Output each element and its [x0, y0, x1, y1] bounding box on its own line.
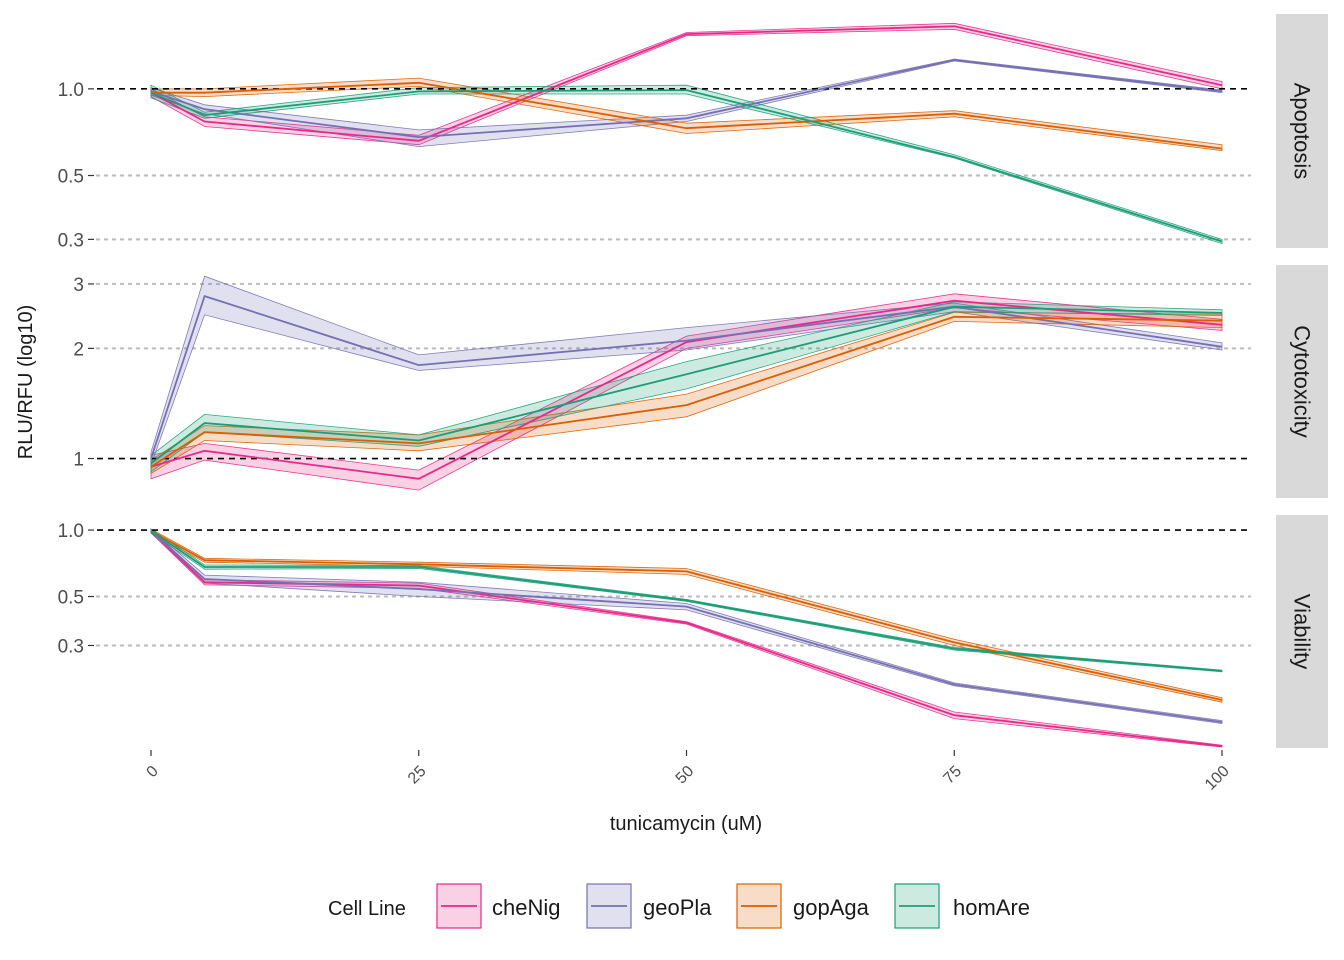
- ribbon-gopAga: [150, 77, 1223, 152]
- y-tick-label: 2: [73, 339, 84, 360]
- legend-item-geoPla: geoPla: [586, 883, 712, 929]
- strip-background: [1276, 14, 1328, 248]
- line-homAre: [150, 89, 1223, 243]
- legend-label: geoPla: [643, 895, 712, 920]
- line-cheNig: [150, 530, 1223, 748]
- line-cheNig: [150, 299, 1223, 480]
- x-axis-title: tunicamycin (uM): [610, 813, 762, 835]
- line-geoPla: [150, 530, 1223, 723]
- y-tick-label: 0.5: [58, 167, 84, 188]
- y-tick-label: 1.0: [58, 521, 84, 542]
- y-tick-label: 1: [73, 450, 84, 471]
- y-axis-title: RLU/RFU (log10): [15, 305, 37, 459]
- panel-cytotoxicity: 1 2 3 Cytotoxicity: [73, 265, 1328, 498]
- line-cheNig: [150, 25, 1223, 142]
- legend-item-cheNig: cheNig: [436, 883, 560, 929]
- legend-label: cheNig: [492, 895, 560, 920]
- line-gopAga: [150, 315, 1223, 468]
- line-geoPla: [150, 294, 1223, 459]
- legend: Cell Line cheNig geoPla gopAga homAre: [328, 883, 1030, 929]
- y-tick-label: 0.5: [58, 588, 84, 609]
- ribbon-cheNig: [150, 528, 1223, 748]
- y-tick-label: 3: [73, 275, 84, 296]
- strip-background: [1276, 265, 1328, 498]
- y-tick-label: 1.0: [58, 80, 84, 101]
- legend-title: Cell Line: [328, 898, 406, 920]
- y-tick-label: 0.3: [58, 636, 84, 657]
- ribbon-geoPla: [150, 528, 1223, 724]
- x-tick-label: 50: [673, 763, 698, 788]
- x-tick-label: 100: [1202, 763, 1233, 794]
- legend-item-gopAga: gopAga: [736, 883, 870, 929]
- x-tick-label: 0: [144, 763, 162, 781]
- strip-background: [1276, 515, 1328, 748]
- x-tick-label: 25: [405, 763, 430, 788]
- legend-item-homAre: homAre: [894, 883, 1030, 929]
- legend-label: homAre: [953, 895, 1030, 920]
- ribbon-homAre: [150, 84, 1223, 245]
- line-geoPla: [150, 59, 1223, 139]
- strip-label: Viability: [1290, 594, 1315, 669]
- ribbon-geoPla: [150, 275, 1223, 466]
- x-axis: 0 25 50 75 100: [144, 750, 1233, 794]
- panel-viability: 0.3 0.5 1.0 Viability: [58, 515, 1328, 748]
- line-homAre: [150, 305, 1223, 465]
- strip-label: Apoptosis: [1290, 83, 1315, 180]
- y-tick-label: 0.3: [58, 230, 84, 251]
- legend-label: gopAga: [793, 895, 870, 920]
- line-gopAga: [150, 530, 1223, 701]
- x-tick-label: 75: [940, 763, 965, 788]
- ribbon-gopAga: [150, 528, 1223, 703]
- panels-group: 0.3 0.5 1.0 Apoptosis 1 2 3 Cytotoxicity 0.3 0.5 1…: [58, 14, 1328, 748]
- panel-apoptosis: 0.3 0.5 1.0 Apoptosis: [58, 14, 1328, 251]
- strip-label: Cytotoxicity: [1290, 325, 1315, 437]
- ribbon-geoPla: [150, 58, 1223, 148]
- line-gopAga: [151, 81, 1223, 150]
- line-homAre: [150, 530, 1223, 672]
